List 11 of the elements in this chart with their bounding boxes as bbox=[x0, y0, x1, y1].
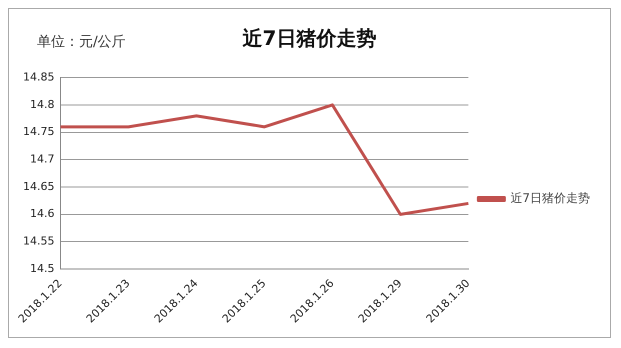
chart-title: 近7日猪价走势 bbox=[242, 26, 376, 50]
y-tick-label: 14.55 bbox=[22, 234, 54, 248]
y-tick-label: 14.85 bbox=[22, 70, 54, 84]
y-tick-label: 14.7 bbox=[30, 152, 54, 166]
y-tick-label: 14.8 bbox=[30, 98, 54, 111]
y-tick-label: 14.65 bbox=[22, 180, 54, 193]
y-tick-label: 14.5 bbox=[30, 262, 54, 275]
y-axis-title: 单位：元/公斤 bbox=[37, 33, 126, 51]
legend-label: 近7日猪价走势 bbox=[510, 191, 590, 206]
y-tick-label: 14.6 bbox=[30, 207, 54, 220]
y-tick-label: 14.75 bbox=[22, 125, 54, 138]
